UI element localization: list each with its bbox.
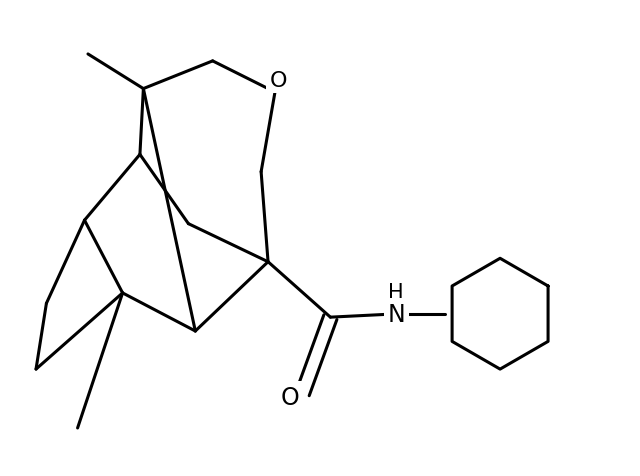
Text: H: H [388, 282, 404, 302]
Text: O: O [269, 70, 287, 90]
Text: N: N [387, 302, 405, 326]
Text: O: O [281, 385, 300, 409]
